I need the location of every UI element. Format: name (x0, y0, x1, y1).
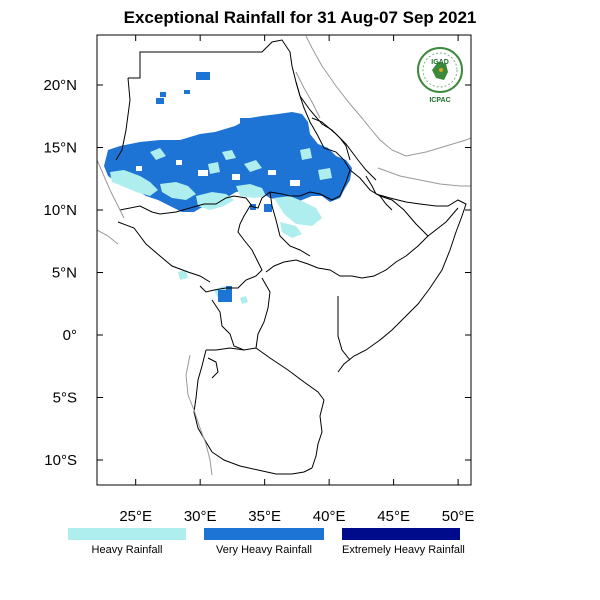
legend-label-extreme: Extremely Heavy Rainfall (342, 544, 465, 556)
legend-item-very-heavy: Very Heavy Rainfall (204, 528, 324, 556)
legend-label-heavy: Heavy Rainfall (91, 544, 163, 556)
legend: Heavy Rainfall Very Heavy Rainfall Extre… (0, 528, 600, 568)
legend-swatch-extreme (342, 528, 460, 540)
x-tick-label: 45°E (377, 508, 410, 525)
x-axis: 25°E 30°E 35°E 40°E 45°E 50°E (119, 35, 474, 525)
map-frame (96, 34, 472, 486)
y-tick-label: 20°N (43, 77, 77, 94)
x-tick-label: 30°E (184, 508, 217, 525)
y-tick-label: 10°S (44, 452, 77, 469)
legend-item-heavy: Heavy Rainfall (68, 528, 186, 556)
y-tick-label: 0° (63, 327, 77, 344)
logo-bottom-text: ICPAC (429, 97, 450, 104)
legend-swatch-heavy (68, 528, 186, 540)
x-tick-label: 25°E (119, 508, 152, 525)
y-tick-label: 5°N (52, 265, 77, 282)
y-tick-label: 15°N (43, 140, 77, 157)
rainfall-gaps (136, 160, 300, 186)
y-axis: 20°N 15°N 10°N 5°N 0° 5°S 10°S (43, 77, 471, 469)
rainfall-areas (104, 72, 352, 304)
x-tick-label: 40°E (313, 508, 346, 525)
icpac-logo: IGAD ICPAC (417, 47, 463, 104)
neighbor-coastlines (97, 35, 471, 476)
logo-laurel (422, 52, 458, 88)
country-borders (115, 39, 467, 475)
legend-swatch-very-heavy (204, 528, 324, 540)
y-tick-label: 10°N (43, 202, 77, 219)
legend-item-extreme: Extremely Heavy Rainfall (342, 528, 465, 556)
x-tick-label: 50°E (442, 508, 475, 525)
legend-label-very-heavy: Very Heavy Rainfall (216, 544, 312, 556)
logo-top-text: IGAD (431, 59, 449, 66)
map-title: Exceptional Rainfall for 31 Aug-07 Sep 2… (123, 8, 477, 27)
x-tick-label: 35°E (248, 508, 281, 525)
logo-dot (439, 68, 443, 72)
y-tick-label: 5°S (53, 390, 77, 407)
